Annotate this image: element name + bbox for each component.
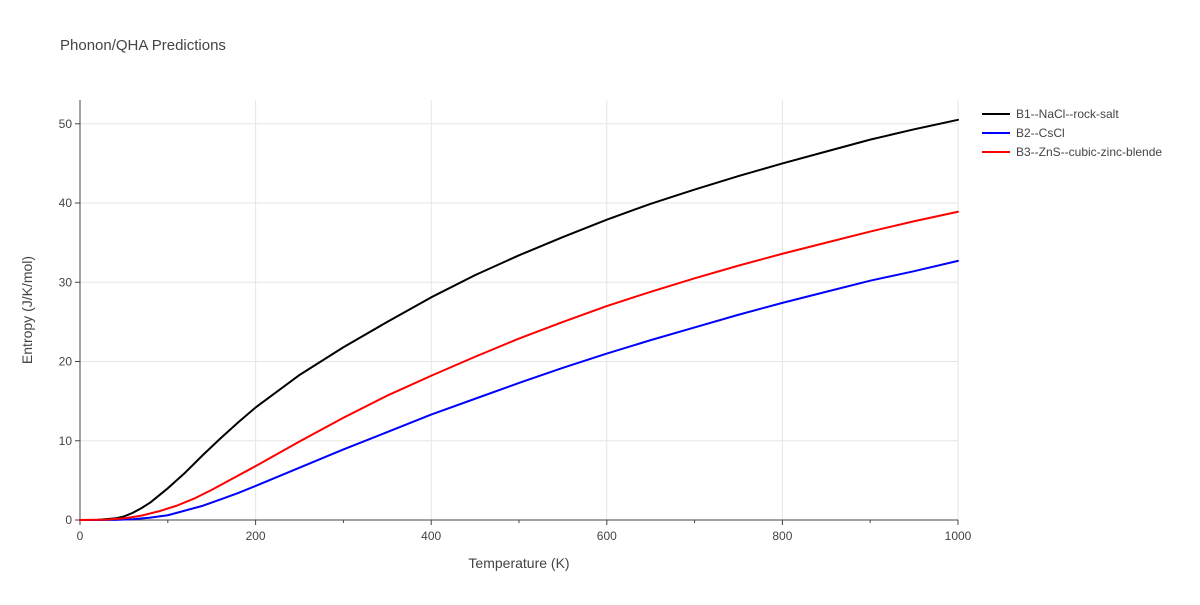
legend-item-3[interactable]: B3--ZnS--cubic-zinc-blende: [982, 145, 1162, 159]
x-tick-label: 400: [421, 529, 441, 543]
grid: [80, 100, 959, 520]
legend-label: B2--CsCl: [1016, 126, 1065, 140]
series-line-1: [79, 118, 959, 521]
x-tick-label: 1000: [945, 529, 972, 543]
y-tick-label: 20: [59, 355, 73, 369]
legend-item-2[interactable]: B2--CsCl: [982, 126, 1065, 140]
y-tick-label: 10: [59, 434, 73, 448]
chart-title: Phonon/QHA Predictions: [60, 37, 226, 54]
x-tick-label: 600: [597, 529, 617, 543]
axes: 0 200 400 600 800 1000 0 10 20 30 40 50: [59, 100, 972, 543]
y-tick-label: 40: [59, 196, 73, 210]
y-axis-title: Entropy (J/K/mol): [19, 256, 35, 364]
legend-label: B3--ZnS--cubic-zinc-blende: [1016, 145, 1162, 159]
series-line-2: [79, 259, 959, 521]
legend[interactable]: B1--NaCl--rock-salt B2--CsCl B3--ZnS--cubi…: [982, 107, 1162, 159]
x-axis-title: Temperature (K): [468, 555, 569, 571]
y-tick-label: 30: [59, 275, 73, 289]
y-tick-label: 50: [59, 117, 73, 131]
legend-label: B1--NaCl--rock-salt: [1016, 107, 1119, 121]
series-layer: [79, 118, 959, 521]
y-tick-label: 0: [65, 513, 72, 527]
x-tick-label: 0: [77, 529, 84, 543]
series-line-3: [79, 210, 959, 521]
legend-item-1[interactable]: B1--NaCl--rock-salt: [982, 107, 1119, 121]
x-tick-label: 800: [772, 529, 792, 543]
x-tick-label: 200: [246, 529, 266, 543]
